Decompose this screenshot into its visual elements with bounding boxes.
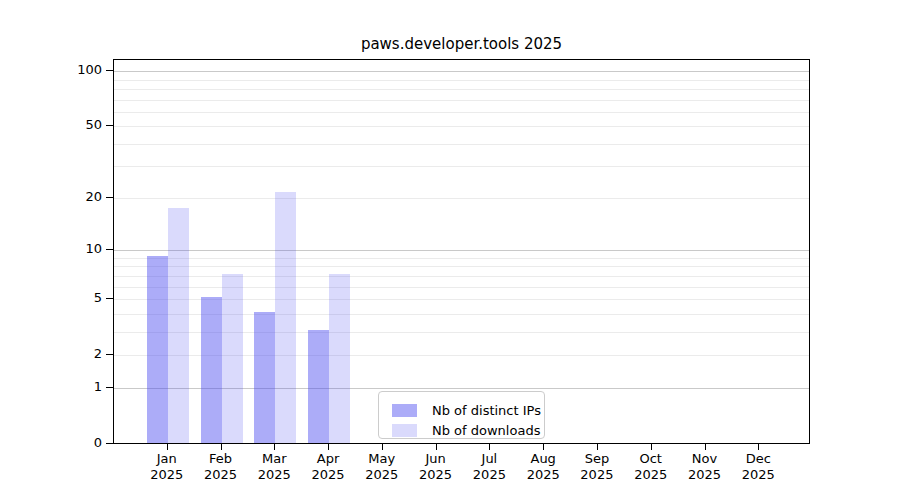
figure: paws.developer.tools 2025 Nb of distinct…: [0, 0, 900, 500]
x-tick-may: [382, 444, 383, 450]
grid-line-y-80: [114, 89, 809, 90]
x-tick-jan: [167, 444, 168, 450]
y-tick-1: [106, 387, 113, 388]
legend: Nb of distinct IPs Nb of downloads: [378, 391, 545, 439]
grid-line-y-100: [114, 71, 809, 72]
y-tick-0: [106, 443, 113, 444]
y-tick-label-100: 100: [56, 62, 102, 78]
grid-line-y-7: [114, 276, 809, 277]
bar-nb-of-distinct-ips-mar: [254, 312, 275, 443]
bar-nb-of-downloads-jan: [168, 208, 189, 443]
legend-swatch-distinct-ips: [392, 404, 417, 417]
chart-title: paws.developer.tools 2025: [113, 35, 810, 53]
grid-line-y-6: [114, 287, 809, 288]
legend-item-downloads: Nb of downloads: [392, 420, 544, 440]
grid-line-y-9: [114, 258, 809, 259]
grid-line-y-10: [114, 250, 809, 251]
y-tick-label-0: 0: [56, 435, 102, 451]
x-tick-dec: [758, 444, 759, 450]
y-tick-label-20: 20: [56, 189, 102, 205]
grid-line-y-50: [114, 126, 809, 127]
bar-nb-of-distinct-ips-apr: [308, 330, 329, 443]
legend-swatch-downloads: [392, 424, 417, 437]
y-tick-label-1: 1: [56, 379, 102, 395]
y-tick-label-2: 2: [56, 346, 102, 362]
grid-line-y-40: [114, 144, 809, 145]
x-tick-jun: [436, 444, 437, 450]
bar-nb-of-downloads-feb: [222, 274, 243, 443]
legend-item-distinct-ips: Nb of distinct IPs: [392, 400, 544, 420]
x-tick-oct: [651, 444, 652, 450]
y-tick-2: [106, 354, 113, 355]
y-tick-20: [106, 197, 113, 198]
grid-line-y-20: [114, 198, 809, 199]
legend-label-downloads: Nb of downloads: [432, 423, 540, 438]
y-tick-50: [106, 125, 113, 126]
x-tick-nov: [705, 444, 706, 450]
bar-nb-of-downloads-mar: [275, 192, 296, 443]
y-tick-10: [106, 249, 113, 250]
y-tick-label-5: 5: [56, 290, 102, 306]
grid-line-y-30: [114, 166, 809, 167]
bar-nb-of-distinct-ips-feb: [201, 297, 222, 443]
y-tick-label-50: 50: [56, 117, 102, 133]
x-tick-sep: [597, 444, 598, 450]
grid-line-y-60: [114, 112, 809, 113]
plot-area: Nb of distinct IPs Nb of downloads: [113, 59, 810, 444]
y-tick-5: [106, 298, 113, 299]
y-tick-100: [106, 70, 113, 71]
x-tick-apr: [328, 444, 329, 450]
legend-label-distinct-ips: Nb of distinct IPs: [432, 403, 541, 418]
x-tick-aug: [543, 444, 544, 450]
grid-line-y-70: [114, 100, 809, 101]
grid-line-y-90: [114, 80, 809, 81]
bar-nb-of-downloads-apr: [329, 274, 350, 443]
x-tick-jul: [489, 444, 490, 450]
x-tick-label-dec: Dec2025: [726, 451, 790, 483]
grid-line-y-8: [114, 266, 809, 267]
x-tick-mar: [274, 444, 275, 450]
bar-nb-of-distinct-ips-jan: [147, 256, 168, 443]
y-tick-label-10: 10: [56, 241, 102, 257]
x-tick-feb: [221, 444, 222, 450]
